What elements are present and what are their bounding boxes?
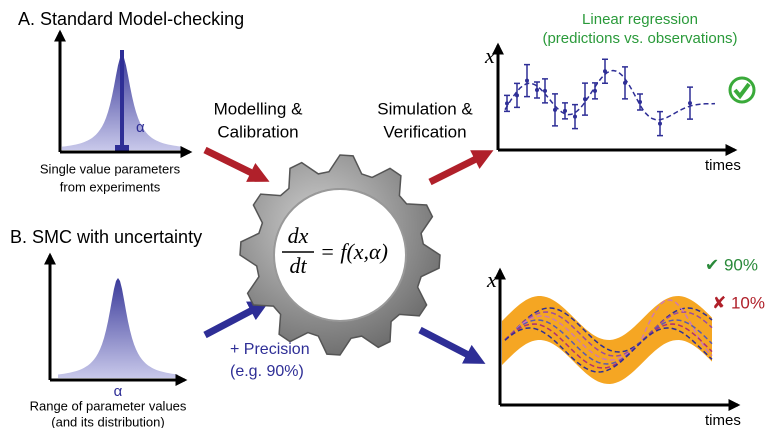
observation xyxy=(573,115,577,119)
observation xyxy=(688,101,692,105)
step-label: Modelling & xyxy=(214,99,303,118)
step-label: Verification xyxy=(383,122,466,141)
check-icon xyxy=(735,84,749,96)
arrow xyxy=(205,305,262,335)
equation-denominator: dt xyxy=(289,253,307,278)
caption: Single value parameters xyxy=(40,161,181,176)
check-icon xyxy=(730,78,754,102)
pass-label: ✔ 90% xyxy=(705,255,758,274)
observation xyxy=(543,89,547,93)
arrow xyxy=(430,154,486,182)
diagram: A. Standard Model-checking B. SMC with u… xyxy=(0,0,778,428)
plot-title: Linear regression xyxy=(582,11,698,28)
panel-title: B. SMC with uncertainty xyxy=(10,227,202,247)
observation xyxy=(583,97,587,101)
step-label: Simulation & xyxy=(377,99,473,118)
param-label: α xyxy=(114,383,123,400)
y-axis-label: x xyxy=(486,267,497,292)
distribution xyxy=(58,278,178,378)
observation xyxy=(525,79,529,83)
caption: (and its distribution) xyxy=(51,414,164,428)
arrow xyxy=(420,330,478,360)
caption: Range of parameter values xyxy=(30,398,187,413)
caption: from experiments xyxy=(60,179,161,194)
observation xyxy=(603,69,607,73)
observation xyxy=(658,122,662,126)
equation-numerator: dx xyxy=(288,223,309,248)
observation xyxy=(563,109,567,113)
observation xyxy=(515,93,519,97)
x-axis-label: times xyxy=(705,412,741,428)
panel-title: A. Standard Model-checking xyxy=(18,9,244,29)
observation xyxy=(638,100,642,104)
x-axis-label: times xyxy=(705,157,741,174)
fail-label: ✘ 10% xyxy=(712,293,765,312)
observation xyxy=(535,88,539,92)
observation xyxy=(593,89,597,93)
observation xyxy=(505,101,509,105)
precision-label: (e.g. 90%) xyxy=(230,363,304,380)
param-label: α xyxy=(136,119,145,136)
equation-rhs: = f(x,α) xyxy=(320,239,388,264)
y-axis-label: x xyxy=(484,43,495,68)
arrow xyxy=(205,150,262,178)
plot-title: (predictions vs. observations) xyxy=(542,30,737,47)
observation xyxy=(553,108,557,112)
precision-label: + Precision xyxy=(230,341,310,358)
step-label: Calibration xyxy=(217,122,298,141)
observation xyxy=(623,81,627,85)
